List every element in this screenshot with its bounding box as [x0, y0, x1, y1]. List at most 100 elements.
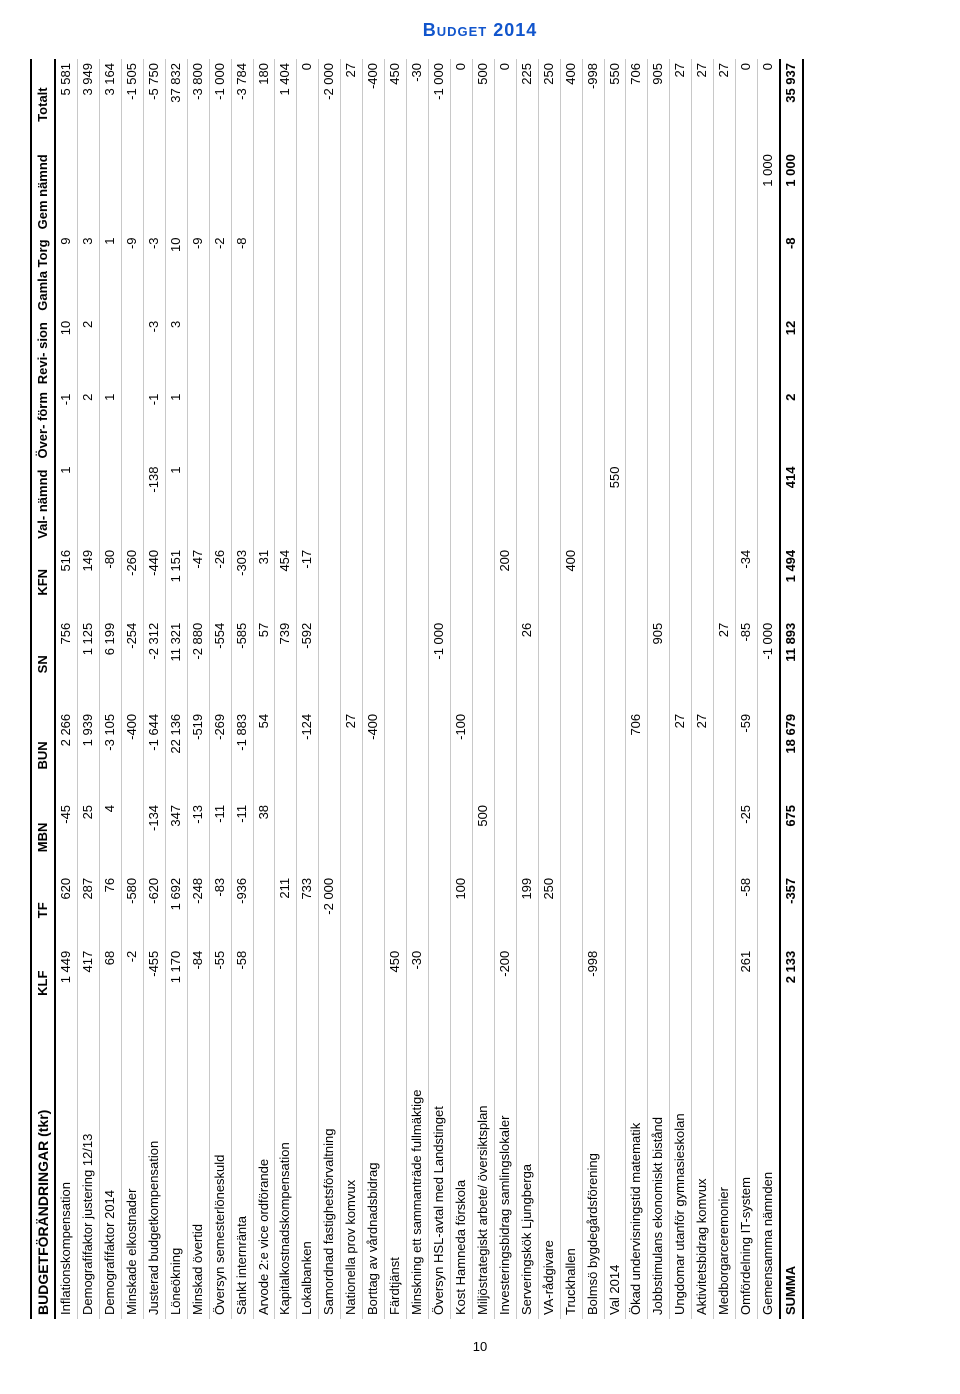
cell	[758, 546, 780, 619]
cell	[758, 317, 780, 390]
cell	[319, 150, 341, 233]
table-row: Minskad övertid-84-248-13-519-2 880-47-9…	[187, 59, 209, 1319]
cell: 27	[341, 710, 363, 801]
cell	[450, 317, 472, 390]
cell	[560, 463, 582, 546]
cell: 500	[472, 59, 494, 150]
cell	[297, 801, 319, 874]
cell	[209, 463, 231, 546]
cell: 1	[55, 463, 77, 546]
cell	[99, 463, 121, 546]
cell	[429, 150, 451, 233]
table-row: Miljöstrategiskt arbete/ översiktsplan50…	[472, 59, 494, 1319]
cell: -3	[143, 233, 165, 316]
cell	[407, 546, 429, 619]
cell	[275, 150, 297, 233]
cell: 1 125	[78, 619, 100, 710]
cell	[560, 947, 582, 1020]
cell: -83	[209, 874, 231, 947]
cell: -55	[209, 947, 231, 1020]
cell: -3 784	[231, 59, 253, 150]
cell	[538, 801, 560, 874]
cell	[560, 390, 582, 463]
col-header: Gamla Torg	[31, 233, 55, 316]
cell: -303	[231, 546, 253, 619]
row-label: Kost Hamneda förskola	[450, 1020, 472, 1319]
cell: -2	[209, 233, 231, 316]
cell: 756	[55, 619, 77, 710]
table-row: Sänkt internränta-58-936-11-1 883-585-30…	[231, 59, 253, 1319]
cell	[692, 801, 714, 874]
table-row: Gemensamma nämnden-1 0001 0000	[758, 59, 780, 1319]
cell: -248	[187, 874, 209, 947]
budget-table: BUDGETFÖRÄNDRINGAR (tkr) KLF TF MBN BUN …	[30, 59, 804, 1319]
cell	[582, 390, 604, 463]
cell	[297, 947, 319, 1020]
cell: 57	[253, 619, 275, 710]
cell	[429, 874, 451, 947]
cell	[363, 150, 385, 233]
cell: 261	[736, 947, 758, 1020]
row-label: Omfördelning IT-system	[736, 1020, 758, 1319]
cell	[385, 801, 407, 874]
table-row: Löneökning1 1701 69234722 13611 3211 151…	[165, 59, 187, 1319]
cell	[582, 874, 604, 947]
cell: -200	[494, 947, 516, 1020]
table-row: Kapitalkostnadskompensation2117394541 40…	[275, 59, 297, 1319]
cell: -59	[736, 710, 758, 801]
cell: 1	[99, 233, 121, 316]
cell: -260	[121, 546, 143, 619]
table-row: Val 2014550550	[604, 59, 626, 1319]
cell: 347	[165, 801, 187, 874]
row-label: Investeringsbidrag samlingslokaler	[494, 1020, 516, 1319]
cell	[494, 874, 516, 947]
row-label: Medborgarceremonier	[714, 1020, 736, 1319]
cell: -30	[407, 59, 429, 150]
cell: 37 832	[165, 59, 187, 150]
cell	[626, 947, 648, 1020]
cell	[516, 390, 538, 463]
cell	[670, 463, 692, 546]
cell	[560, 619, 582, 710]
table-row: Ökad undervisningstid matematik706706	[626, 59, 648, 1319]
cell: -936	[231, 874, 253, 947]
cell	[494, 150, 516, 233]
cell	[253, 390, 275, 463]
row-label: Minskning ett sammanträde fullmäktige	[407, 1020, 429, 1319]
cell	[582, 546, 604, 619]
cell: -1 000	[758, 619, 780, 710]
row-label: Översyn semesterlöneskuld	[209, 1020, 231, 1319]
cell: -519	[187, 710, 209, 801]
cell	[736, 317, 758, 390]
cell: 400	[560, 546, 582, 619]
cell	[648, 390, 670, 463]
footer-label: SUMMA	[780, 1020, 803, 1319]
cell	[714, 801, 736, 874]
table-row: Aktivitetsbidrag komvux2727	[692, 59, 714, 1319]
table-row: Nationella prov komvux2727	[341, 59, 363, 1319]
cell: -11	[231, 801, 253, 874]
cell	[516, 150, 538, 233]
cell	[429, 390, 451, 463]
cell	[560, 710, 582, 801]
cell	[626, 874, 648, 947]
cell	[538, 463, 560, 546]
cell: -1 000	[429, 619, 451, 710]
cell	[450, 233, 472, 316]
row-label: Inflationskompensation	[55, 1020, 77, 1319]
cell	[429, 546, 451, 619]
table-row: Samordnad fastighetsförvaltning-2 000-2 …	[319, 59, 341, 1319]
cell	[560, 317, 582, 390]
row-label: Sänkt internränta	[231, 1020, 253, 1319]
cell	[604, 874, 626, 947]
cell	[604, 619, 626, 710]
cell: 1 151	[165, 546, 187, 619]
cell	[121, 390, 143, 463]
cell: -25	[736, 801, 758, 874]
row-label: Gemensamma nämnden	[758, 1020, 780, 1319]
footer-cell: -8	[780, 233, 803, 316]
cell	[604, 233, 626, 316]
cell	[736, 150, 758, 233]
cell	[429, 947, 451, 1020]
cell	[143, 150, 165, 233]
